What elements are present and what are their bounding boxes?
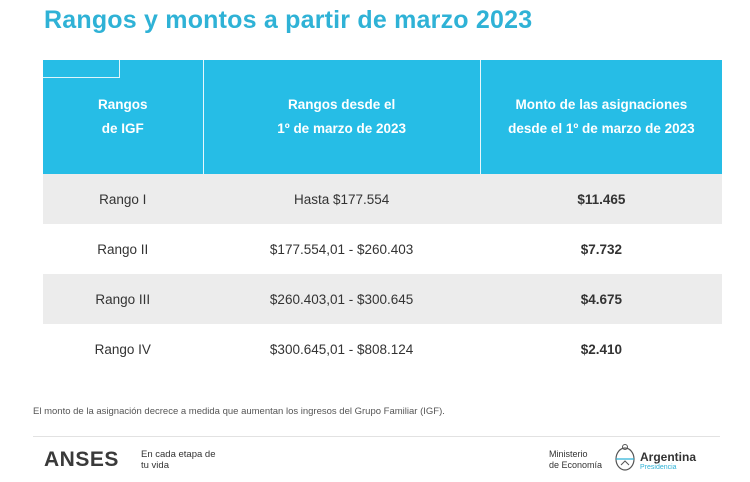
ministry-label: Ministerio de Economía bbox=[549, 449, 602, 471]
cell-monto: $2.410 bbox=[580, 341, 622, 357]
cell-rango: Rango IV bbox=[94, 341, 151, 357]
header-corner-decoration bbox=[43, 60, 120, 78]
cell-desde: $177.554,01 - $260.403 bbox=[269, 241, 414, 257]
cell-monto: $7.732 bbox=[580, 241, 622, 257]
table-row: Rango I Hasta $177.554 $11.465 bbox=[43, 174, 722, 224]
cell-desde: $300.645,01 - $808.124 bbox=[269, 341, 414, 357]
ministry-line-2: de Economía bbox=[549, 460, 603, 470]
table-row: Rango IV $300.645,01 - $808.124 $2.410 bbox=[43, 324, 722, 374]
argentina-label: Argentina bbox=[640, 450, 697, 464]
page-title: Rangos y montos a partir de marzo 2023 bbox=[44, 6, 533, 34]
presidencia-label: Presidencia bbox=[640, 464, 677, 471]
cell-monto: $4.675 bbox=[580, 291, 622, 307]
header-rangos-igf: Rangos de IGF bbox=[98, 97, 148, 136]
cell-rango: Rango I bbox=[99, 191, 147, 207]
cell-monto: $11.465 bbox=[577, 191, 626, 207]
cell-rango: Rango II bbox=[97, 241, 149, 257]
footer-divider bbox=[33, 436, 720, 437]
anses-tagline: En cada etapa de tu vida bbox=[141, 449, 216, 471]
cell-desde: Hasta $177.554 bbox=[293, 191, 390, 207]
footnote: El monto de la asignación decrece a medi… bbox=[33, 406, 445, 417]
cell-desde: $260.403,01 - $300.645 bbox=[269, 291, 414, 307]
ministry-line-1: Ministerio bbox=[549, 449, 588, 459]
argentina-seal-icon bbox=[615, 444, 635, 471]
table-header: Rangos de IGF Rangos desde el 1º de marz… bbox=[43, 60, 722, 174]
anses-logo: ANSES bbox=[44, 448, 119, 471]
cell-rango: Rango III bbox=[95, 291, 151, 307]
rates-table: Rangos de IGF Rangos desde el 1º de marz… bbox=[43, 60, 722, 374]
table-row: Rango III $260.403,01 - $300.645 $4.675 bbox=[43, 274, 722, 324]
header-rangos-desde: Rangos desde el 1º de marzo de 2023 bbox=[202, 60, 481, 174]
header-monto: Monto de las asignaciones desde el 1º de… bbox=[508, 97, 695, 136]
table-row: Rango II $177.554,01 - $260.403 $7.732 bbox=[43, 224, 722, 274]
